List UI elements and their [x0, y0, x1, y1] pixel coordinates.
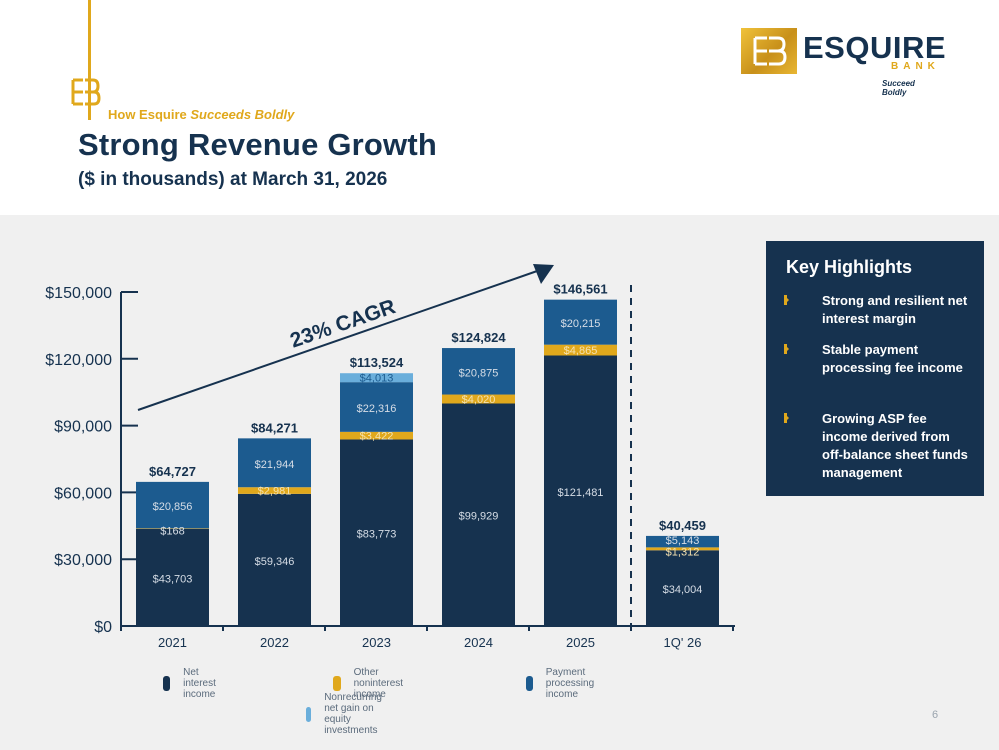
bar-segment — [442, 403, 515, 626]
highlight-text: Stable payment processing fee income — [822, 342, 963, 375]
legend-item: Nonrecurring net gain on equity investme… — [306, 692, 392, 736]
bar-segment — [646, 550, 719, 626]
header: How Esquire Succeeds Boldly Strong Reven… — [0, 0, 999, 215]
accent-line — [88, 0, 91, 120]
legend-item: Payment processing income — [526, 667, 602, 700]
revenue-chart: $0 $30,000 $60,000 $90,000 $120,000 $150,000 $… — [45, 264, 735, 650]
highlight-text: Growing ASP fee income derived from off-… — [822, 411, 968, 480]
data-label: $20,875 — [459, 367, 499, 379]
total-label: $124,824 — [451, 330, 506, 345]
page-title: Strong Revenue Growth — [78, 127, 438, 162]
highlight-item: Stable payment processing fee income — [784, 341, 974, 377]
bar-segment — [544, 299, 617, 345]
bullet-icon — [784, 413, 789, 423]
eb-monogram-icon — [71, 78, 101, 106]
category-label: 2024 — [464, 635, 493, 650]
data-label: $21,944 — [255, 459, 295, 471]
data-label: $1,312 — [666, 546, 700, 558]
y-tick-label: $120,000 — [45, 352, 112, 369]
data-label: $2,981 — [258, 486, 292, 498]
total-label: $64,727 — [149, 464, 196, 479]
bullet-icon — [784, 295, 789, 305]
data-label: $4,865 — [564, 345, 598, 357]
y-tick-label: $0 — [94, 619, 112, 636]
data-label: $99,929 — [459, 511, 499, 523]
data-label: $4,013 — [360, 373, 394, 385]
bar-segment — [544, 344, 617, 356]
data-label: $3,422 — [360, 431, 394, 443]
bullet-icon — [784, 344, 789, 354]
bar-segment — [340, 431, 413, 440]
logo-tagline: Succeed Boldly — [882, 79, 915, 97]
total-label: $84,271 — [251, 420, 298, 435]
data-label: $20,856 — [153, 501, 193, 513]
highlights-title: Key Highlights — [786, 257, 913, 277]
y-tick-label: $90,000 — [54, 419, 112, 436]
bar-segment — [238, 438, 311, 488]
legend-swatch — [306, 706, 312, 722]
legend-swatch — [333, 676, 341, 691]
logo-word: ESQUIRE — [803, 30, 947, 65]
legend-swatch — [163, 676, 171, 691]
category-label: 2023 — [362, 635, 391, 650]
highlight-item: Growing ASP fee income derived from off-… — [784, 410, 974, 482]
esquire-logo: ESQUIRE BANK Succeed Boldly — [741, 28, 946, 97]
bar-segment — [340, 439, 413, 626]
data-label: $121,481 — [558, 487, 604, 499]
bar-segment — [136, 528, 209, 626]
data-label: $22,316 — [357, 403, 397, 415]
highlight-item: Strong and resilient net interest margin — [784, 292, 974, 328]
bar-segment — [442, 394, 515, 404]
legend-swatch — [526, 676, 533, 691]
logo-mark-icon — [741, 28, 797, 74]
cagr-annotation: 23% CAGR — [287, 295, 398, 352]
total-label: $146,561 — [553, 282, 607, 297]
total-label: $113,524 — [350, 355, 404, 370]
bar-segment — [238, 487, 311, 494]
category-label: 2025 — [566, 635, 595, 650]
legend-label: Net interest income — [183, 667, 216, 700]
data-label: $4,020 — [462, 394, 496, 406]
legend-item: Net interest income — [163, 667, 224, 700]
bar-segment — [340, 382, 413, 432]
kicker: How Esquire Succeeds Boldly — [108, 107, 294, 122]
bar-segment — [646, 547, 719, 551]
bar-segment — [238, 493, 311, 626]
highlight-text: Strong and resilient net interest margin — [822, 293, 968, 326]
data-label: $34,004 — [663, 584, 703, 596]
data-label: $43,703 — [153, 573, 193, 585]
data-label: $59,346 — [255, 556, 295, 568]
legend-item: Other noninterest income — [333, 667, 410, 700]
bar-segment — [136, 528, 209, 529]
total-label: $40,459 — [659, 518, 706, 533]
category-label: 2022 — [260, 635, 289, 650]
legend-label: Nonrecurring net gain on equity investme… — [324, 692, 382, 736]
data-label: $5,143 — [666, 535, 700, 547]
data-label: $168 — [160, 526, 184, 538]
kicker-prefix: How Esquire — [108, 107, 191, 122]
category-label: 2021 — [158, 635, 187, 650]
kicker-italic: Succeeds Boldly — [190, 107, 295, 122]
y-tick-label: $150,000 — [45, 285, 112, 302]
page-number: 6 — [932, 709, 939, 721]
data-label: $83,773 — [357, 529, 397, 541]
category-label: 1Q' 26 — [664, 635, 702, 650]
logo-bank: BANK — [891, 61, 940, 72]
arrow-head-icon — [533, 264, 554, 284]
cagr-arrow — [137, 269, 541, 411]
bar-segment — [442, 348, 515, 395]
bar-segment — [340, 373, 413, 383]
legend-label: Payment processing income — [545, 667, 595, 700]
data-label: $20,215 — [561, 318, 601, 330]
page-subtitle: ($ in thousands) at March 31, 2026 — [78, 169, 388, 190]
key-highlights: Key Highlights Strong and resilient net … — [766, 241, 984, 496]
y-tick-label: $60,000 — [54, 485, 112, 502]
bar-segment — [136, 481, 209, 529]
bar-segment — [544, 355, 617, 626]
legend-label: Other noninterest income — [353, 667, 404, 700]
bar-segment — [646, 535, 719, 548]
y-tick-label: $30,000 — [54, 552, 112, 569]
